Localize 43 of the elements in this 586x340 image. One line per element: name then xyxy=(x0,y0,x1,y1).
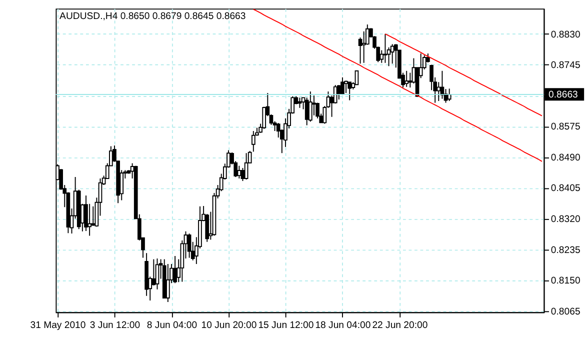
y-tick-label: 0.8065 xyxy=(550,306,580,318)
candlestick xyxy=(354,70,359,86)
line-series xyxy=(252,8,542,162)
candlestick xyxy=(91,206,96,226)
y-tick-label: 0.8320 xyxy=(550,214,580,226)
candlestick xyxy=(383,33,388,64)
candlestick xyxy=(348,82,352,101)
candlestick xyxy=(308,91,312,122)
x-tick-label: 22 Jun 20:00 xyxy=(372,320,428,331)
x-tick-label: 31 May 2010 xyxy=(30,320,86,331)
x-tick-label: 10 Jun 20:00 xyxy=(201,320,257,331)
line-series xyxy=(384,33,542,116)
y-tick-label: 0.8830 xyxy=(550,29,580,40)
candlestick xyxy=(344,80,348,94)
y-tick-label: 0.8490 xyxy=(550,152,580,164)
ref-line-label: 0.8663 xyxy=(548,89,578,100)
candlestick xyxy=(84,195,88,232)
chart-title: AUDUSD.,H4 0.8650 0.8679 0.8645 0.8663 xyxy=(60,11,246,22)
x-tick-label: 8 Jun 04:00 xyxy=(146,320,198,331)
candlestick xyxy=(436,82,441,102)
candlestick xyxy=(298,97,302,108)
candlestick xyxy=(336,84,341,100)
candlestick xyxy=(173,256,177,284)
candlestick xyxy=(251,130,256,152)
candlestick xyxy=(340,76,344,96)
y-tick-label: 0.8575 xyxy=(550,122,580,133)
y-tick-label: 0.8745 xyxy=(550,60,580,72)
candlestick xyxy=(404,70,409,88)
x-tick-label: 3 Jun 12:00 xyxy=(90,320,140,331)
y-tick-label: 0.8235 xyxy=(550,244,580,256)
x-tick-label: 15 Jun 12:00 xyxy=(258,320,314,331)
candlestick xyxy=(390,44,394,64)
candlestick xyxy=(244,152,248,180)
candlestick xyxy=(152,258,156,286)
candlestick xyxy=(205,213,210,242)
y-tick-label: 0.8150 xyxy=(550,276,580,287)
y-tick-label: 0.8405 xyxy=(550,183,580,194)
candlestick xyxy=(166,263,170,302)
candlestick xyxy=(237,165,242,179)
x-tick-label: 18 Jun 04:00 xyxy=(315,320,371,331)
candlestick xyxy=(187,233,192,258)
candlestick xyxy=(155,258,160,290)
candlestick xyxy=(88,203,92,236)
